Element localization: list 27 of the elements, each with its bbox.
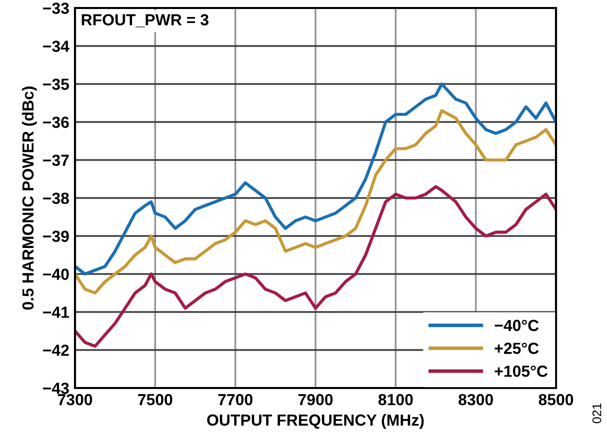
x-tick-label: 7300: [58, 394, 92, 406]
y-tick-label: −39: [43, 230, 69, 242]
y-tick-label: −33: [43, 2, 69, 14]
annotation: RFOUT_PWR = 3: [82, 14, 208, 28]
x-axis-title: OUTPUT FREQUENCY (MHz): [207, 414, 424, 429]
x-tick-label: 7900: [298, 394, 333, 406]
legend-label: +105°C: [494, 366, 548, 377]
x-tick-label: 8100: [378, 394, 413, 406]
y-tick-label: −41: [43, 306, 69, 318]
x-tick-label: 7700: [218, 394, 252, 406]
line-series: [75, 109, 556, 295]
y-tick-label: −36: [43, 116, 69, 128]
y-tick-label: −34: [43, 40, 70, 52]
y-tick-label: −38: [43, 192, 69, 204]
y-tick-label: −40: [43, 268, 69, 280]
x-tick-label: 8500: [538, 394, 574, 406]
y-tick-label: −37: [43, 154, 69, 166]
y-tick-label: −35: [43, 78, 69, 90]
legend-label: +25°C: [494, 342, 539, 354]
y-tick-label: −43: [43, 382, 69, 394]
y-tick-label: −42: [43, 344, 69, 356]
y-axis-title: 0.5 HARMONIC POWER (dBc): [22, 86, 37, 310]
text: 021: [592, 403, 602, 424]
x-tick-label: 7500: [138, 394, 172, 406]
x-tick-label: 8300: [458, 394, 493, 406]
legend-label: −40°C: [494, 320, 539, 332]
line-series: [75, 82, 556, 276]
